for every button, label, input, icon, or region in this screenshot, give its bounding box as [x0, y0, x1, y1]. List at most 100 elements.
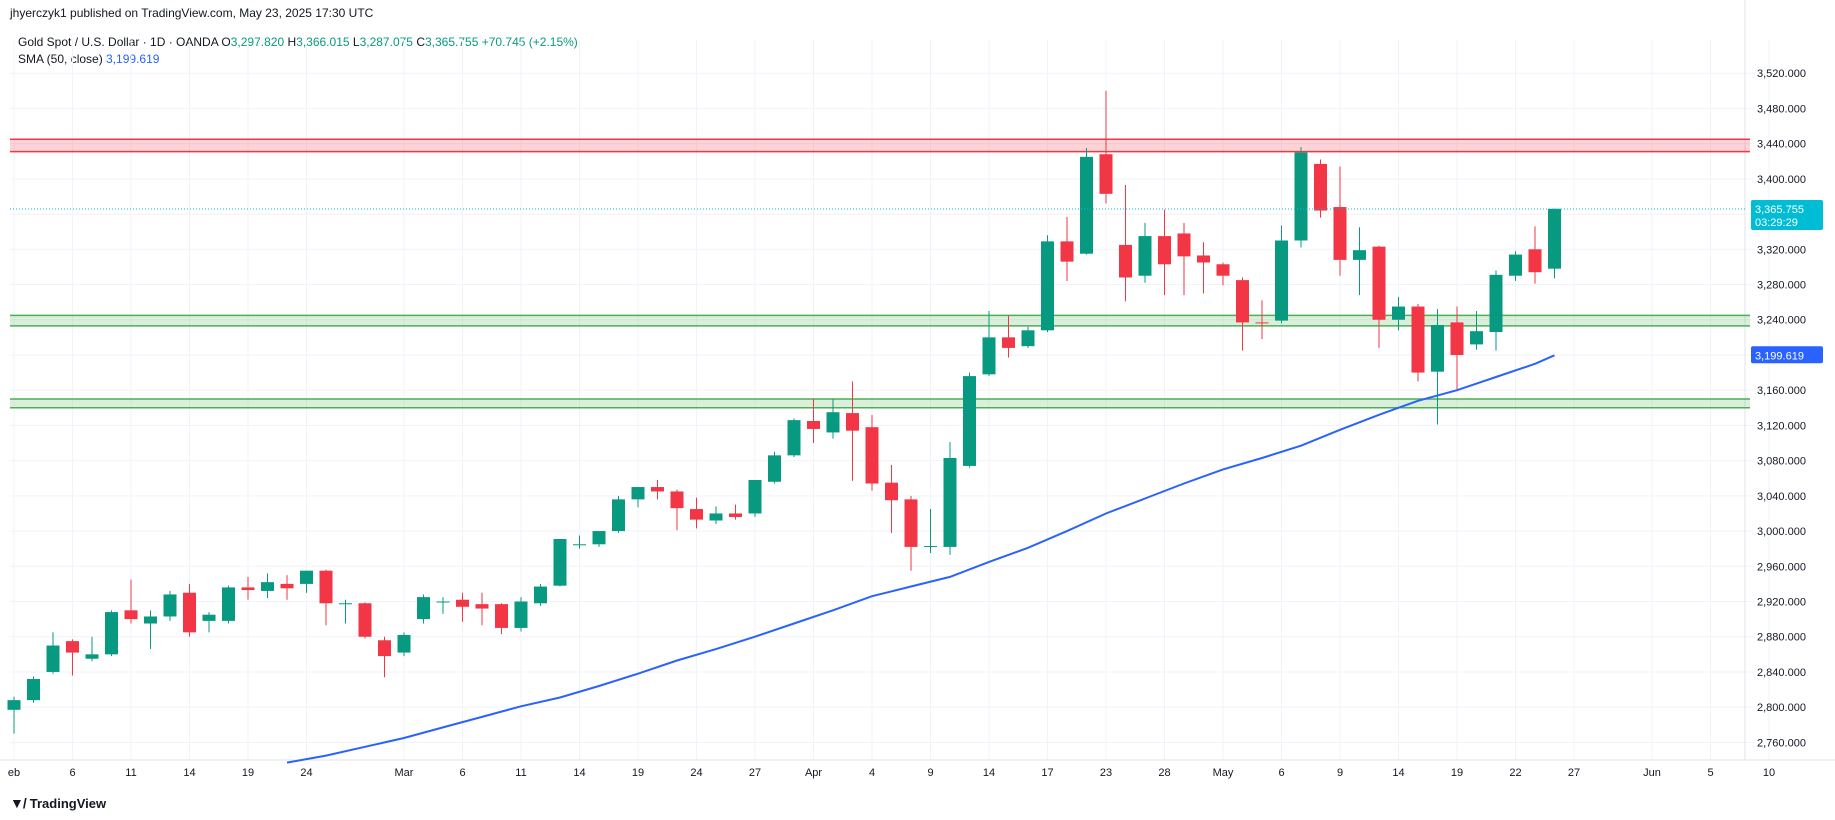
candle	[46, 632, 60, 674]
low-label: L	[352, 35, 360, 49]
candle	[397, 632, 411, 657]
ohlc-legend-row: Gold Spot / U.S. Dollar · 1D · OANDA O3,…	[18, 34, 578, 51]
time-tick-label: 23	[1100, 767, 1112, 779]
time-tick-label: 4	[869, 767, 875, 779]
candle	[1392, 296, 1405, 331]
sma-legend-row[interactable]: SMA (50, close) 3,199.619	[18, 51, 578, 68]
candle	[27, 676, 40, 703]
candle-body	[1197, 255, 1210, 263]
candle-body	[1450, 322, 1464, 355]
time-tick-label: 14	[1392, 767, 1404, 779]
candle-body	[1138, 236, 1152, 276]
candle-body	[787, 420, 801, 456]
candle-body	[826, 412, 840, 433]
time-tick-label: 6	[1278, 767, 1284, 779]
support-zone	[10, 398, 1750, 408]
price-tick-label: 3,440.000	[1757, 139, 1806, 151]
candle	[592, 531, 606, 547]
candle	[1197, 242, 1210, 294]
candle-body	[768, 455, 781, 482]
candle-body	[670, 491, 684, 509]
candle-body	[904, 499, 918, 547]
candle-body	[417, 597, 430, 620]
candle	[241, 576, 255, 600]
candle	[1060, 216, 1074, 282]
time-tick-label: 28	[1158, 767, 1170, 779]
candle-body	[202, 614, 216, 621]
candle	[85, 636, 99, 662]
candle	[7, 696, 21, 734]
candle	[904, 495, 918, 571]
tradingview-logo[interactable]: ▼/ TradingView	[10, 795, 106, 811]
candle-body	[124, 610, 138, 620]
candle	[826, 398, 840, 439]
candle	[1099, 90, 1113, 204]
price-tick-label: 3,040.000	[1757, 491, 1806, 503]
candle	[202, 612, 216, 633]
candle-body	[85, 654, 99, 659]
time-tick-label: 19	[242, 767, 254, 779]
price-tick-label: 2,800.000	[1757, 702, 1806, 714]
candle-body	[1255, 322, 1269, 324]
candle	[1002, 315, 1015, 358]
candle-body	[397, 634, 411, 653]
candle	[982, 310, 996, 377]
time-tick-label: Jun	[1643, 767, 1661, 779]
candle	[1080, 148, 1093, 255]
symbol-label[interactable]: Gold Spot / U.S. Dollar · 1D · OANDA	[18, 35, 219, 49]
candle	[670, 489, 684, 531]
candle-body	[690, 509, 703, 520]
candle-body	[885, 482, 898, 501]
candle	[1255, 300, 1269, 340]
candle	[1450, 306, 1464, 391]
time-tick-label: 9	[1337, 767, 1343, 779]
candle	[885, 465, 898, 533]
candle	[300, 570, 313, 593]
close-label: C	[416, 35, 425, 49]
candle	[1372, 245, 1386, 348]
current-price-tag	[1751, 200, 1823, 231]
candle	[1528, 226, 1542, 284]
resistance-zone	[10, 139, 1750, 152]
candle-body	[514, 601, 528, 628]
time-tick-label: May	[1213, 767, 1234, 779]
candle	[651, 480, 664, 500]
time-tick-label: Apr	[805, 767, 822, 779]
sma-label: SMA (50, close)	[18, 52, 103, 66]
price-tick-label: 3,240.000	[1757, 315, 1806, 327]
candle-body	[105, 612, 118, 655]
time-tick-label: 27	[749, 767, 761, 779]
time-tick-label: 24	[300, 767, 312, 779]
time-tick-label: 11	[515, 767, 526, 779]
candle	[1333, 166, 1347, 276]
candle-body	[1333, 207, 1347, 260]
price-tick-label: 2,840.000	[1757, 667, 1806, 679]
price-tick-label: 3,120.000	[1757, 420, 1806, 432]
candle	[573, 535, 586, 549]
candle-body	[27, 678, 40, 701]
sma-line	[286, 354, 1555, 764]
candle	[924, 509, 937, 554]
candle	[1275, 225, 1288, 324]
candle	[1138, 222, 1152, 283]
candle	[1470, 310, 1483, 350]
time-axis: eb 6 11 14 19 24 Mar 6 11 14 19 24 27 Apr 4 9 14 17 23 28 Ma…	[8, 767, 1775, 779]
candle-body	[144, 616, 157, 624]
candle	[280, 575, 294, 600]
time-tick-label: 17	[1041, 767, 1053, 779]
candle-body	[709, 513, 723, 521]
candle-body	[807, 421, 820, 429]
candle-body	[865, 427, 879, 484]
candle-body	[163, 594, 177, 617]
candle-body	[1041, 241, 1054, 331]
tradingview-logo-text: TradingView	[29, 795, 107, 811]
candle	[1021, 326, 1035, 348]
candle	[436, 597, 450, 614]
candle	[183, 583, 196, 637]
candle	[514, 597, 528, 632]
high-value: 3,366.015	[296, 35, 350, 49]
candle	[261, 573, 274, 598]
candle-body	[1177, 233, 1191, 257]
candle-body	[1392, 306, 1405, 320]
